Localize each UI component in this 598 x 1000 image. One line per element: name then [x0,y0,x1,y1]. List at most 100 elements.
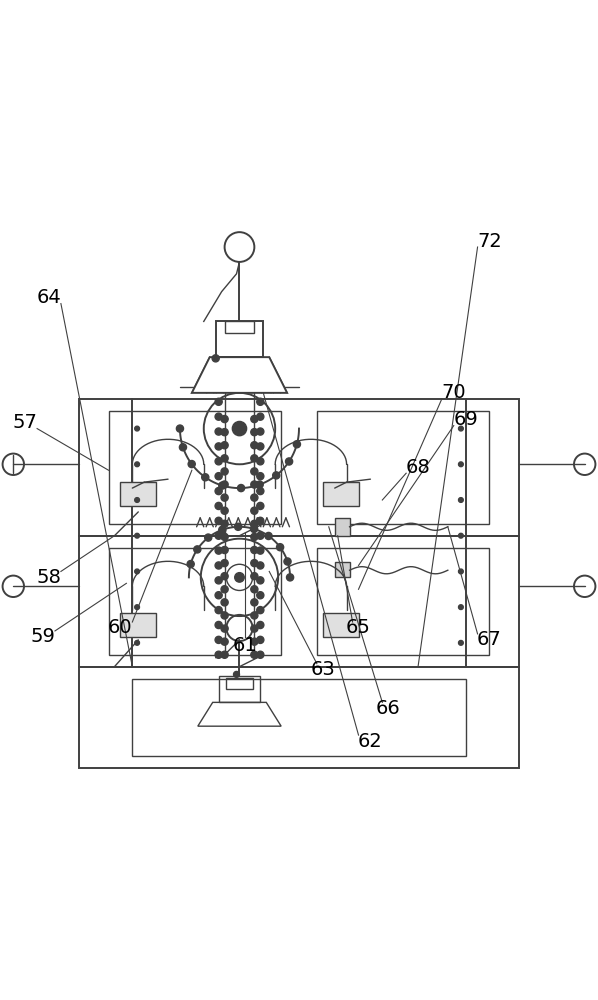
Circle shape [251,455,258,462]
Text: 58: 58 [36,568,62,587]
Text: 59: 59 [30,627,56,646]
Circle shape [237,485,245,492]
Circle shape [205,534,212,541]
Bar [222,372,257,387]
Circle shape [459,533,463,538]
Bar [120,613,156,637]
Circle shape [459,462,463,467]
Text: 65: 65 [346,618,371,637]
Text: 64: 64 [36,288,62,307]
Circle shape [221,520,228,527]
Polygon shape [192,357,287,393]
Circle shape [276,544,283,551]
Circle shape [135,426,139,431]
Circle shape [215,502,222,510]
Circle shape [194,546,201,553]
Bar [226,678,253,689]
Circle shape [215,532,222,539]
Circle shape [221,533,228,540]
Circle shape [215,547,222,554]
Circle shape [235,573,244,582]
Text: 70: 70 [441,383,466,402]
Circle shape [257,398,264,405]
Bar [79,399,519,536]
Circle shape [221,442,228,449]
Bar [335,518,350,536]
Circle shape [215,428,222,435]
Bar [219,676,260,702]
Circle shape [221,507,228,514]
Circle shape [251,525,258,533]
Circle shape [251,415,258,423]
Circle shape [221,455,228,462]
Circle shape [215,636,222,643]
Circle shape [285,458,292,465]
Circle shape [135,569,139,574]
Bar [317,548,490,655]
Circle shape [215,443,222,450]
Circle shape [251,494,258,501]
Circle shape [215,458,222,465]
Circle shape [251,586,258,593]
Circle shape [251,468,258,475]
Bar [79,536,519,667]
Circle shape [233,421,246,436]
Bar [323,613,359,637]
Circle shape [251,612,258,619]
Circle shape [284,558,291,565]
Circle shape [251,546,258,554]
Bar [323,482,359,506]
Circle shape [251,481,258,488]
Circle shape [219,526,226,533]
Circle shape [459,640,463,645]
Circle shape [221,573,228,580]
Circle shape [176,425,184,432]
Circle shape [251,507,258,514]
Circle shape [257,517,264,524]
Text: 61: 61 [233,636,258,655]
Circle shape [251,520,258,527]
Circle shape [251,573,258,580]
Circle shape [257,502,264,510]
Bar [79,667,519,768]
Circle shape [221,415,228,423]
Circle shape [221,651,228,658]
Circle shape [257,621,264,629]
Circle shape [221,429,228,436]
Circle shape [221,599,228,606]
Circle shape [257,428,264,435]
Circle shape [215,398,222,405]
Circle shape [215,577,222,584]
Circle shape [257,488,264,495]
Circle shape [459,498,463,502]
Bar [108,548,281,655]
Circle shape [215,621,222,629]
Circle shape [215,562,222,569]
Circle shape [135,498,139,502]
Bar [120,482,156,506]
Circle shape [251,651,258,658]
Circle shape [215,413,222,420]
Circle shape [257,413,264,420]
Text: 60: 60 [108,618,133,637]
Polygon shape [198,702,281,726]
Text: 67: 67 [477,630,502,649]
Circle shape [215,517,222,524]
Circle shape [257,651,264,658]
Circle shape [221,481,228,488]
Circle shape [234,671,239,677]
Circle shape [215,607,222,614]
Circle shape [257,547,264,554]
Circle shape [221,560,228,567]
Circle shape [221,612,228,619]
Text: 57: 57 [13,413,38,432]
Bar [108,411,281,524]
Circle shape [135,605,139,610]
Circle shape [257,636,264,643]
Circle shape [257,607,264,614]
Circle shape [294,441,300,448]
Circle shape [459,569,463,574]
Circle shape [212,355,219,362]
Circle shape [257,562,264,569]
Circle shape [257,473,264,480]
